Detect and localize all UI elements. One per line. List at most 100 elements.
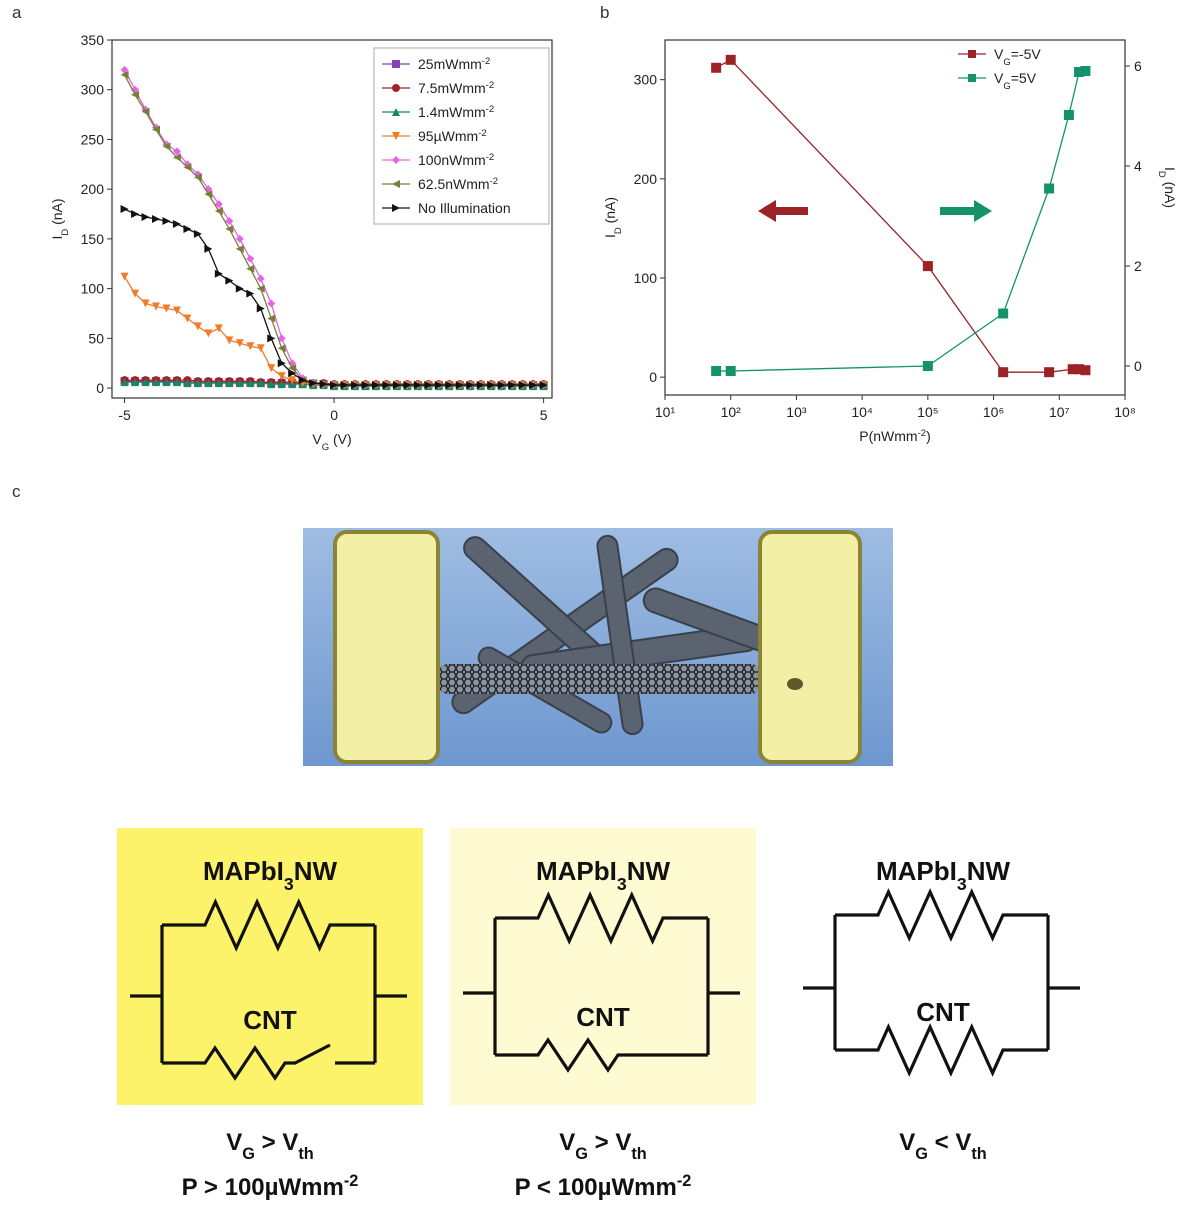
cnt-label: CNT <box>243 1005 297 1035</box>
marker <box>711 366 722 376</box>
nanotube <box>437 664 762 694</box>
text-part: MAPbI <box>876 856 957 886</box>
marker <box>235 244 244 253</box>
marker <box>267 364 276 373</box>
text-part: =5V <box>1011 70 1037 86</box>
marker <box>413 381 422 390</box>
cnt-label: CNT <box>916 997 970 1027</box>
text-part: -2 <box>490 176 498 187</box>
x-tick-label: 5 <box>540 407 548 423</box>
marker <box>998 308 1009 319</box>
marker <box>131 289 140 298</box>
x-tick-label: 10⁵ <box>917 404 938 420</box>
legend-label: No Illumination <box>418 200 511 216</box>
panel-label: a <box>12 3 22 22</box>
circuit-wires <box>463 891 740 1073</box>
text-part: (nA) <box>602 197 618 227</box>
marker <box>372 381 380 390</box>
marker <box>172 219 181 228</box>
marker <box>725 366 736 376</box>
y2-axis-label: ID (nA) <box>1157 167 1179 208</box>
y-tick-label: 300 <box>81 82 105 98</box>
text-part: MAPbI <box>203 856 284 886</box>
marker <box>403 381 412 390</box>
marker <box>725 54 736 65</box>
marker <box>152 302 160 311</box>
marker <box>162 142 171 151</box>
marker <box>183 224 192 233</box>
marker <box>152 378 160 387</box>
marker <box>267 334 276 343</box>
text-part: D <box>613 227 624 234</box>
text-part: NW <box>967 856 1011 886</box>
marker <box>340 381 349 390</box>
marker <box>256 284 265 293</box>
marker <box>382 381 391 390</box>
plot-frame <box>111 39 553 399</box>
text-part: MAPbI <box>536 856 617 886</box>
marker <box>466 381 475 390</box>
text-part: 25mWmm <box>418 56 482 72</box>
text-part: NW <box>627 856 671 886</box>
defect <box>787 678 803 690</box>
marker <box>131 90 140 99</box>
legend-label: 25mWmm-2 <box>418 56 490 73</box>
marker <box>330 381 339 390</box>
text-part: (V) <box>329 431 352 447</box>
y-tick-label: 100 <box>81 281 105 297</box>
text-part: -2 <box>918 428 926 439</box>
marker <box>246 289 255 298</box>
x-tick-label: 10⁶ <box>983 404 1004 420</box>
x-tick-label: 10¹ <box>655 404 676 420</box>
marker <box>246 342 255 351</box>
marker <box>319 380 328 389</box>
text-part: -2 <box>486 104 494 115</box>
marker <box>183 163 192 172</box>
text-part: 3 <box>617 874 627 894</box>
marker <box>361 381 370 390</box>
y2-tick-label: 0 <box>1134 358 1142 374</box>
marker <box>434 381 443 390</box>
text-part: -2 <box>344 1172 359 1190</box>
text-part: NW <box>294 856 338 886</box>
device-illustration <box>303 528 893 766</box>
text-part: D <box>60 229 71 236</box>
text-part: 100nWmm <box>418 152 486 168</box>
marker <box>392 108 400 116</box>
marker <box>172 306 181 315</box>
marker <box>141 213 150 222</box>
text-part: (nA) <box>49 198 65 228</box>
marker <box>120 378 129 387</box>
marker <box>246 264 255 273</box>
marker <box>476 381 485 390</box>
marker <box>204 329 213 338</box>
marker <box>539 381 548 390</box>
y2-tick-label: 6 <box>1134 58 1142 74</box>
series-line <box>124 276 544 386</box>
legend-label: VG=-5V <box>994 46 1041 68</box>
condition-label: VG > Vth <box>226 1129 313 1163</box>
marker <box>172 378 181 387</box>
marker <box>172 147 181 156</box>
marker <box>193 322 202 331</box>
text-part: G <box>322 442 329 453</box>
marker <box>141 107 150 116</box>
marker <box>529 381 538 390</box>
x-tick-label: 10⁸ <box>1114 404 1136 420</box>
marker <box>288 369 297 378</box>
marker <box>193 173 202 182</box>
text-part: 1.4mWmm <box>418 104 486 120</box>
y-axis-label: ID (nA) <box>49 198 71 239</box>
text-part: I <box>1162 167 1178 171</box>
text-part: G <box>575 1145 588 1163</box>
marker <box>267 299 276 308</box>
marker <box>256 379 265 388</box>
arrow-right <box>940 200 992 222</box>
marker <box>183 314 192 323</box>
legend-label: VG=5V <box>994 70 1037 92</box>
text-part: 3 <box>957 874 967 894</box>
series-line <box>716 70 1086 372</box>
text-part: (nA) <box>1162 178 1178 208</box>
y-tick-label: 200 <box>81 181 105 197</box>
